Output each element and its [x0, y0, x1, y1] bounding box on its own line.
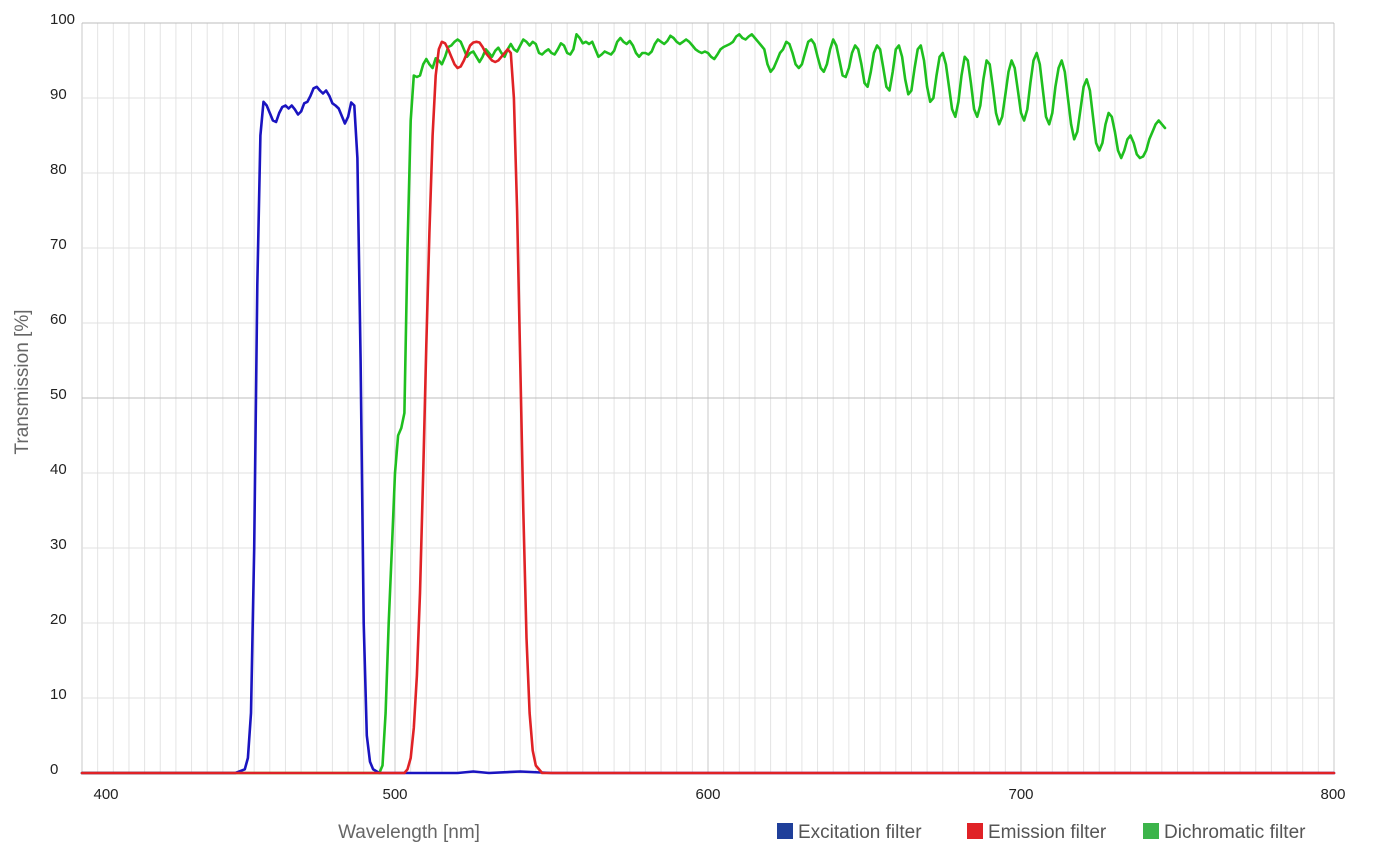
- chart-grid: [81, 22, 1335, 774]
- x-axis-title: Wavelength [nm]: [338, 822, 480, 843]
- legend-swatch: [777, 823, 793, 839]
- x-axis-ticks: 400 500 600 700 800: [93, 786, 1345, 803]
- series-line-emission-filter: [80, 40, 1336, 775]
- x-tick-label: 800: [1320, 786, 1345, 803]
- chart-legend: Excitation filter Emission filter Dichroma…: [777, 822, 1306, 843]
- y-axis-title: Transmission [%]: [12, 310, 33, 455]
- y-tick-label: 50: [50, 386, 67, 403]
- x-tick-label: 600: [695, 786, 720, 803]
- series-line-dichromatic-filter: [80, 33, 1167, 775]
- legend-label: Excitation filter: [798, 822, 922, 843]
- y-tick-label: 70: [50, 236, 67, 253]
- y-tick-label: 0: [50, 761, 58, 778]
- y-tick-label: 10: [50, 686, 67, 703]
- y-tick-label: 30: [50, 536, 67, 553]
- y-tick-label: 40: [50, 461, 67, 478]
- y-tick-label: 80: [50, 161, 67, 178]
- chart-series: [80, 33, 1336, 775]
- y-axis-ticks: 0 10 20 30 40 50 60 70 80 90 100: [50, 11, 75, 778]
- legend-swatch: [1143, 823, 1159, 839]
- series-line-excitation-filter: [80, 85, 1336, 775]
- legend-label: Dichromatic filter: [1164, 822, 1306, 843]
- y-tick-label: 60: [50, 311, 67, 328]
- legend-swatch: [967, 823, 983, 839]
- y-tick-label: 100: [50, 11, 75, 28]
- y-tick-label: 90: [50, 86, 67, 103]
- x-tick-label: 500: [382, 786, 407, 803]
- y-tick-label: 20: [50, 611, 67, 628]
- legend-label: Emission filter: [988, 822, 1107, 843]
- x-tick-label: 700: [1008, 786, 1033, 803]
- x-tick-label: 400: [93, 786, 118, 803]
